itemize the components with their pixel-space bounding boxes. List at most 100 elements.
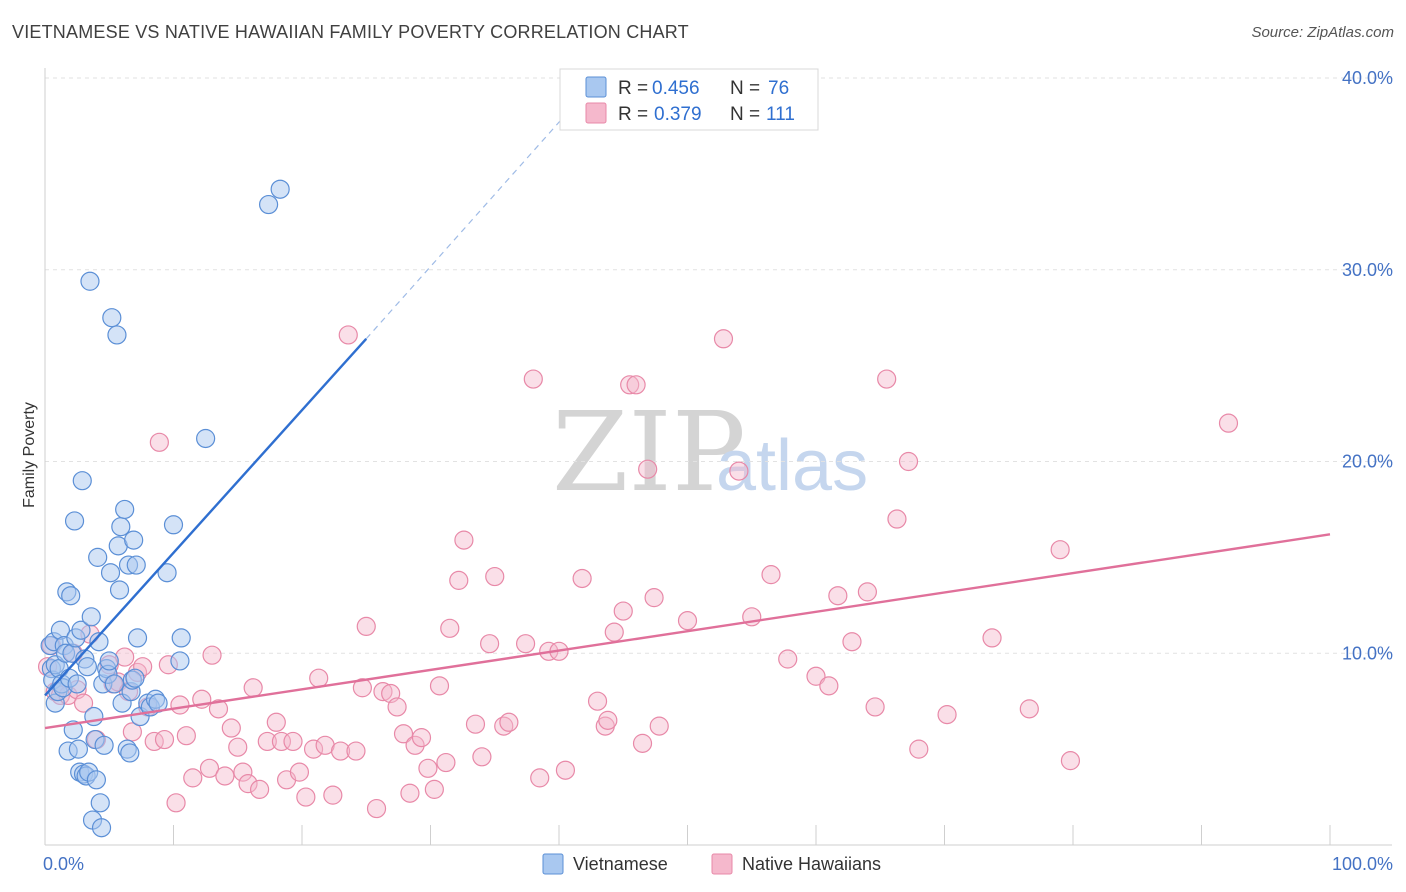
native-hawaiians-point-58 — [393, 724, 414, 744]
native-hawaiians-point-72 — [485, 566, 505, 587]
native-hawaiians-point-73 — [494, 716, 514, 736]
native-hawaiians-point-106 — [887, 509, 907, 529]
vietnamese-point-69 — [157, 563, 177, 583]
native-hawaiians-point-109 — [937, 705, 957, 725]
native-hawaiians-point-104 — [865, 697, 885, 717]
series-legend: Vietnamese Native Hawaiians — [542, 853, 881, 875]
native-hawaiians-point-24 — [170, 695, 190, 715]
series-label-vietnamese: Vietnamese — [573, 854, 668, 874]
vietnamese-point-51 — [109, 580, 130, 600]
vietnamese-point-21 — [67, 674, 87, 694]
native-hawaiians-point-99 — [806, 666, 826, 686]
y-tick-label-0: 10.0% — [1342, 643, 1393, 663]
y-tick-label-1: 20.0% — [1342, 452, 1393, 472]
vietnamese-point-16 — [61, 586, 81, 606]
vietnamese-point-37 — [88, 547, 108, 567]
native-hawaiians-point-94 — [713, 329, 734, 349]
native-hawaiians-point-37 — [249, 779, 270, 799]
native-hawaiians-point-103 — [857, 582, 878, 602]
vietnamese-point-40 — [91, 818, 112, 838]
native-hawaiians-point-98 — [778, 649, 798, 669]
native-hawaiians-point-77 — [530, 768, 550, 788]
native-hawaiians-point-70 — [472, 747, 492, 767]
native-hawaiians-point-82 — [587, 691, 608, 711]
watermark-atlas: atlas — [716, 426, 868, 506]
vietnamese-point-71 — [170, 651, 190, 671]
legend-r-label-1: R = — [618, 78, 648, 99]
native-hawaiians-point-86 — [613, 601, 633, 621]
series-label-native-hawaiians: Native Hawaiians — [742, 854, 881, 874]
native-hawaiians-point-15 — [122, 722, 142, 742]
native-hawaiians-point-43 — [289, 762, 310, 782]
y-axis-title: Family Poverty — [21, 402, 38, 508]
native-hawaiians-point-74 — [499, 712, 519, 732]
vietnamese-point-48 — [104, 674, 124, 694]
vietnamese-point-22 — [68, 739, 89, 759]
x-tick-labels: 0.0% 100.0% — [43, 854, 1393, 874]
native-hawaiians-point-111 — [1019, 699, 1039, 719]
native-hawaiians-point-35 — [238, 774, 258, 794]
vietnamese-point-61 — [125, 668, 145, 688]
y-tick-labels: 10.0% 20.0% 30.0% 40.0% — [1342, 68, 1393, 663]
native-hawaiians-point-42 — [283, 731, 303, 752]
axes — [44, 68, 1392, 846]
native-hawaiians-point-80 — [555, 760, 576, 780]
native-hawaiians-point-51 — [346, 741, 366, 761]
legend-swatch-vietnamese — [585, 76, 607, 98]
vietnamese-point-46 — [100, 563, 121, 583]
native-hawaiians-point-52 — [352, 678, 372, 698]
native-hawaiians-point-71 — [480, 634, 500, 654]
vietnamese-point-49 — [107, 325, 127, 345]
native-hawaiians-point-61 — [411, 728, 432, 748]
native-hawaiians-point-33 — [228, 737, 248, 757]
native-hawaiians-point-66 — [440, 618, 460, 638]
native-hawaiians-point-38 — [257, 731, 277, 752]
native-hawaiians-point-39 — [266, 712, 286, 732]
native-hawaiians-point-75 — [515, 634, 536, 654]
native-hawaiians-point-93 — [677, 611, 698, 631]
vietnamese-point-54 — [115, 499, 135, 520]
native-hawaiians-point-23 — [166, 793, 186, 813]
native-hawaiians-point-112 — [1050, 540, 1070, 560]
native-hawaiians-point-59 — [400, 783, 420, 803]
legend-r-value-1: 0.456 — [652, 78, 700, 99]
vietnamese-point-74 — [258, 194, 279, 215]
watermark: ZIP atlas — [552, 388, 868, 516]
native-hawaiians-point-25 — [176, 726, 196, 746]
native-hawaiians-point-29 — [202, 645, 222, 665]
trend-lines — [44, 92, 1331, 730]
native-hawaiians-point-45 — [303, 739, 324, 759]
gridlines — [45, 77, 1392, 654]
native-hawaiians-point-20 — [149, 432, 169, 452]
legend-r-value-2: 0.379 — [654, 104, 702, 125]
native-hawaiians-point-55 — [373, 681, 393, 702]
legend-n-value-1: 76 — [768, 78, 789, 99]
legend-n-label-1: N = — [730, 78, 760, 99]
native-hawaiians-point-54 — [366, 798, 387, 819]
x-tick-label-1: 100.0% — [1332, 854, 1393, 874]
vietnamese-point-52 — [111, 517, 131, 537]
vietnamese-point-73 — [196, 428, 216, 449]
native-hawaiians-point-113 — [1060, 751, 1081, 771]
native-hawaiians-point-36 — [243, 678, 263, 698]
native-hawaiians-trend-line — [44, 533, 1331, 730]
native-hawaiians-point-57 — [387, 697, 407, 717]
vietnamese-trend-extension — [365, 92, 586, 340]
vietnamese-trend-line — [44, 337, 368, 697]
vietnamese-point-32 — [81, 607, 101, 627]
native-hawaiians-point-114 — [1218, 413, 1239, 433]
vietnamese-point-31 — [80, 271, 100, 291]
native-hawaiians-point-100 — [819, 676, 839, 696]
vietnamese-point-42 — [94, 735, 114, 755]
native-hawaiians-point-44 — [296, 787, 316, 807]
native-hawaiians-point-49 — [330, 741, 351, 761]
vietnamese-point-24 — [71, 620, 91, 640]
native-hawaiians-point-60 — [405, 735, 425, 755]
legend-n-value-2: 111 — [766, 104, 795, 125]
native-hawaiians-point-50 — [338, 325, 358, 345]
native-hawaiians-point-32 — [221, 718, 241, 738]
native-hawaiians-point-67 — [449, 570, 469, 590]
native-hawaiians-point-101 — [828, 586, 848, 606]
native-hawaiians-point-28 — [199, 758, 220, 778]
